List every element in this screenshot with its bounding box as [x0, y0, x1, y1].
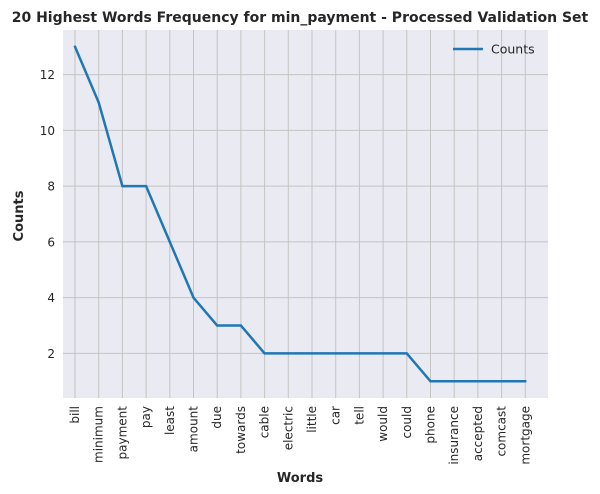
- data-point: [381, 352, 385, 355]
- y-tick-label: 6: [47, 235, 55, 249]
- data-point: [73, 45, 77, 48]
- legend-label: Counts: [491, 42, 535, 57]
- data-point: [358, 352, 361, 355]
- x-tick-label: least: [163, 406, 177, 435]
- x-tick-label: towards: [234, 406, 248, 454]
- x-tick-label: car: [329, 406, 343, 425]
- x-tick-label: payment: [115, 406, 129, 460]
- y-tick-label: 2: [47, 347, 55, 361]
- data-point: [405, 352, 408, 355]
- y-tick-label: 4: [47, 291, 55, 305]
- data-point: [121, 184, 124, 188]
- data-point: [263, 352, 266, 355]
- legend: Counts: [453, 42, 535, 57]
- chart-title: 20 Highest Words Frequency for min_payme…: [12, 10, 589, 26]
- series: [73, 45, 527, 383]
- data-point: [144, 184, 148, 188]
- x-tick-label: due: [210, 406, 224, 429]
- y-tick-label: 12: [40, 68, 55, 82]
- x-tick-label: phone: [424, 406, 438, 444]
- y-tick-label: 10: [40, 124, 55, 138]
- x-tick-label: insurance: [447, 406, 461, 465]
- data-point: [310, 352, 314, 355]
- series-line: [73, 45, 527, 383]
- x-tick-label: tell: [352, 406, 366, 425]
- x-tick-label: bill: [68, 406, 82, 424]
- y-tick-label: 8: [47, 180, 55, 194]
- x-axis-label: Words: [277, 471, 324, 486]
- data-point: [239, 324, 243, 327]
- grid: [63, 30, 548, 398]
- data-point: [216, 324, 219, 327]
- x-tick-label: mortgage: [518, 406, 532, 465]
- y-ticks: 2 4 6 8 10 12: [40, 68, 55, 361]
- data-point: [524, 380, 527, 383]
- data-point: [500, 380, 503, 383]
- data-point: [334, 352, 337, 355]
- x-tick-label: would: [376, 406, 390, 442]
- plot-area: [63, 30, 548, 398]
- x-tick-label: minimum: [92, 406, 106, 463]
- x-tick-label: accepted: [471, 406, 485, 461]
- y-axis-label: Counts: [12, 190, 27, 241]
- x-tick-label: cable: [258, 406, 272, 438]
- x-tick-label: amount: [187, 406, 201, 453]
- x-tick-label: electric: [281, 406, 295, 450]
- x-ticks: bill minimum payment pay least amount due towar…: [68, 406, 532, 465]
- data-point: [453, 380, 456, 383]
- x-tick-label: little: [305, 406, 319, 433]
- x-tick-label: could: [400, 406, 414, 439]
- data-point: [192, 296, 195, 299]
- data-point: [429, 380, 432, 383]
- data-point: [168, 240, 171, 244]
- x-tick-label: pay: [139, 406, 153, 428]
- data-point: [97, 101, 100, 104]
- data-point: [476, 380, 480, 383]
- x-tick-label: comcast: [495, 406, 509, 457]
- data-point: [287, 352, 290, 355]
